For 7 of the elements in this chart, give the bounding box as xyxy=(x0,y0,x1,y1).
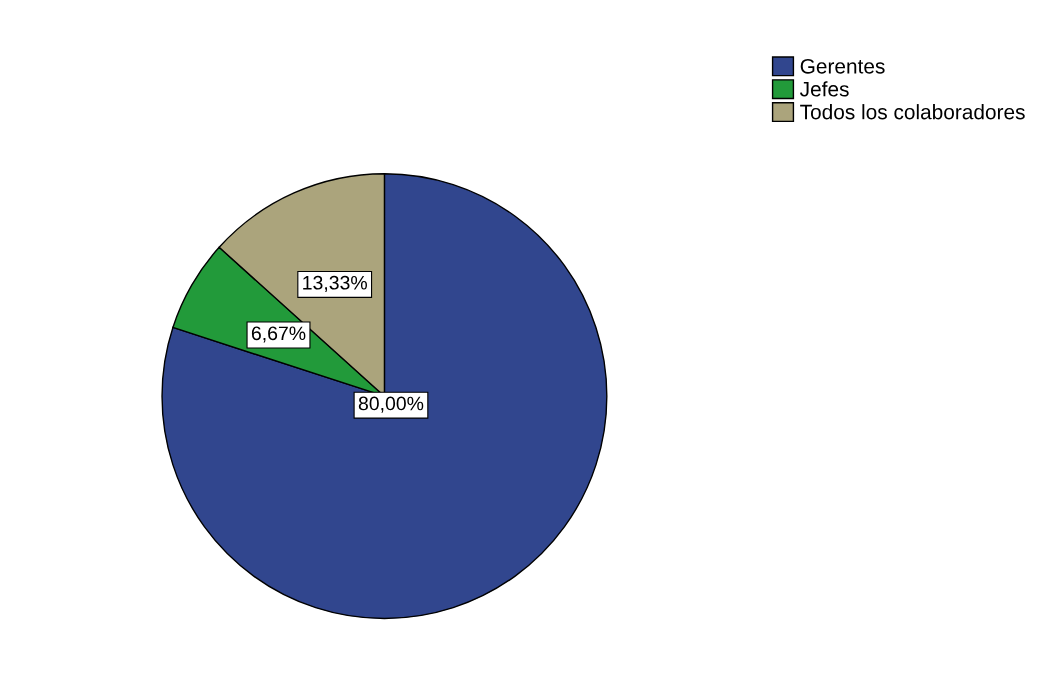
legend-label: Gerentes xyxy=(800,58,885,74)
legend-label: Jefes xyxy=(799,81,849,97)
legend-label: Todos los colaboradores xyxy=(800,104,1025,120)
data-label: 80,00% xyxy=(358,396,424,413)
pie-slice xyxy=(161,173,608,620)
data-label: 6,67% xyxy=(251,326,306,343)
data-label: 13,33% xyxy=(303,275,367,292)
